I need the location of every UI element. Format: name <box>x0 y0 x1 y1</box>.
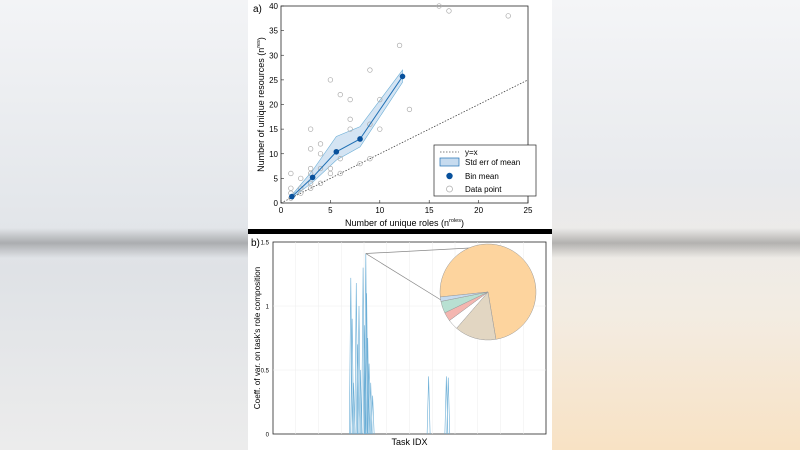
data-point <box>288 170 294 177</box>
y-tick-label: 20 <box>269 101 278 110</box>
spike <box>364 293 369 435</box>
data-point <box>317 165 324 172</box>
data-points <box>288 3 511 201</box>
bin-means <box>289 73 406 200</box>
data-point <box>436 3 442 9</box>
data-point <box>298 175 304 182</box>
legend-box <box>433 144 537 197</box>
spike-series <box>349 253 451 435</box>
y-tick-label-b: 0 <box>266 433 270 439</box>
y-tick-label-b: 0.5 <box>261 369 270 375</box>
spike <box>349 277 353 435</box>
y-tick-label-b: 1 <box>266 305 270 311</box>
bin-mean-point <box>289 193 295 200</box>
pie-slice <box>439 291 489 302</box>
data-point <box>396 42 403 49</box>
x-tick-label: 5 <box>328 206 333 215</box>
axes-ticks-a: 0 5 10 15 20 25 0 5 10 15 20 25 30 35 40 <box>269 2 533 215</box>
y-axis-label-b: Coeff. of var. on task's role compositio… <box>253 266 262 409</box>
data-point <box>367 67 373 73</box>
y-tick-label-b: 1.5 <box>261 241 270 247</box>
legend-binmean-swatch <box>446 172 453 180</box>
spike <box>351 382 356 435</box>
data-point <box>357 160 363 167</box>
x-axis-label-b: Task IDX <box>391 437 427 447</box>
data-point <box>288 185 294 191</box>
data-point <box>307 180 314 186</box>
y-tick-label: 10 <box>269 150 278 159</box>
axes-ticks-b: 0 0.5 1 1.5 <box>261 241 270 439</box>
data-point <box>327 165 334 172</box>
bin-mean-point <box>357 136 363 142</box>
bin-mean-point <box>333 148 340 155</box>
x-tick-label: 10 <box>375 206 384 215</box>
legend-datapoint-swatch <box>446 185 453 193</box>
inset-pie <box>365 243 537 341</box>
data-point <box>307 146 314 152</box>
figure-panel: a) 0 5 10 15 20 25 0 5 10 15 20 25 30 35 40 Number of … <box>248 0 552 450</box>
y-tick-label: 0 <box>274 199 279 208</box>
spike <box>446 377 451 435</box>
blurred-background-right <box>552 0 800 450</box>
spike <box>355 344 360 435</box>
y-tick-label: 15 <box>269 125 278 134</box>
data-point <box>337 91 343 98</box>
data-point <box>307 165 314 172</box>
data-point <box>347 116 353 122</box>
data-point <box>347 96 353 103</box>
data-point <box>377 126 383 132</box>
data-point <box>377 96 383 103</box>
data-point <box>307 126 314 132</box>
y-tick-label: 5 <box>274 174 279 183</box>
x-tick-label: 0 <box>279 206 284 215</box>
data-point <box>337 156 343 162</box>
y-tick-label: 35 <box>269 27 278 36</box>
panel-label-b: b) <box>251 238 260 249</box>
data-point <box>298 185 304 191</box>
legend: y=x Std err of mean Bin mean Data point <box>433 144 537 197</box>
y-tick-label: 30 <box>269 51 278 60</box>
legend-datapoint-label: Data point <box>465 185 502 194</box>
legend-identity-label: y=x <box>465 148 478 157</box>
legend-stderr-swatch <box>439 157 460 167</box>
data-point <box>347 126 353 132</box>
y-axis-label: Number of unique resources (nres) <box>256 37 266 172</box>
data-point <box>446 8 452 14</box>
data-point <box>317 180 324 186</box>
x-tick-label: 20 <box>474 206 483 215</box>
blurred-background-left <box>0 0 248 450</box>
spike <box>426 376 431 435</box>
data-point <box>317 151 324 157</box>
data-point <box>367 156 373 162</box>
panel-label-a: a) <box>253 4 262 15</box>
data-point <box>505 13 511 19</box>
identity-line <box>280 79 529 204</box>
y-tick-label: 40 <box>269 2 278 11</box>
data-point <box>327 77 334 83</box>
panel-divider <box>248 229 552 234</box>
data-point <box>406 106 413 113</box>
pie-connector <box>365 247 471 254</box>
legend-stderr-label: Std err of mean <box>465 158 520 167</box>
line-chart: b) 0 0.5 1 1.5 Task IDX Coeff. of var. on t… <box>251 238 547 447</box>
bin-mean-point <box>309 174 316 181</box>
spike <box>370 395 375 435</box>
spike <box>365 337 370 435</box>
data-point <box>317 141 324 147</box>
x-axis-label: Number of unique roles (nroles) <box>345 218 464 228</box>
legend-binmean-label: Bin mean <box>465 172 499 181</box>
y-tick-label: 25 <box>269 76 278 85</box>
data-point <box>367 121 373 127</box>
scatter-chart: a) 0 5 10 15 20 25 0 5 10 15 20 25 30 35 40 Number of … <box>253 2 537 228</box>
bin-mean-point <box>399 73 406 80</box>
spike <box>361 267 365 435</box>
data-point <box>337 170 343 177</box>
x-tick-label: 15 <box>425 206 434 215</box>
std-err-band <box>291 69 403 199</box>
spike <box>358 369 363 435</box>
pie-connector <box>365 253 442 301</box>
x-tick-label: 25 <box>524 206 533 215</box>
